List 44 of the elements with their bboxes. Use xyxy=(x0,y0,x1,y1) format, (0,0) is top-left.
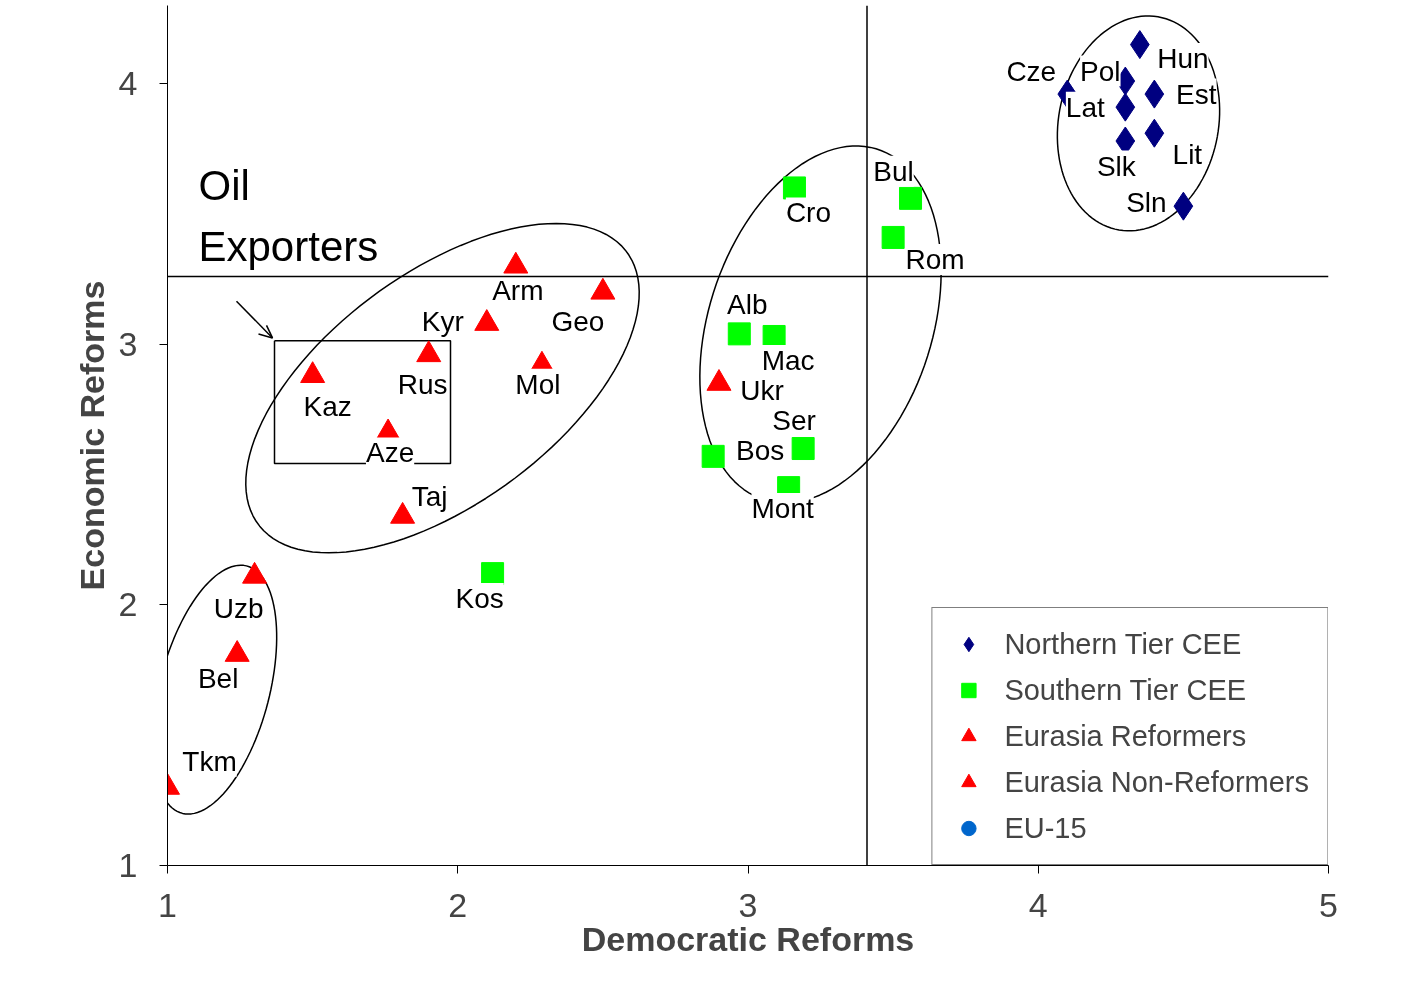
annotation: Slk xyxy=(1096,150,1137,182)
x-tick-label: 2 xyxy=(448,885,468,924)
annotation: Mont xyxy=(751,493,814,525)
annotation: Cze xyxy=(1006,55,1057,87)
y-axis-title: Economic Reforms xyxy=(72,280,111,591)
y-tick-label: 2 xyxy=(118,585,138,624)
y-tick-label: 1 xyxy=(118,846,138,884)
annotation: Geo xyxy=(551,305,605,337)
annotation: Est xyxy=(1176,78,1217,110)
annotation: Kos xyxy=(455,583,504,615)
annotation: Lat xyxy=(1065,91,1106,123)
annotation: Lit xyxy=(1172,138,1203,170)
annotation: Hun xyxy=(1157,43,1209,75)
annotation: Rus xyxy=(397,369,448,401)
annotation: Kyr xyxy=(421,305,464,337)
annotation: Ukr xyxy=(740,374,784,406)
annotation: Aze xyxy=(365,437,415,469)
legend-label: Southern Tier CEE xyxy=(1004,673,1247,707)
annotation: Cro xyxy=(785,197,832,229)
annotation: Bul xyxy=(873,155,914,187)
legend-label: Eurasia Non-Reformers xyxy=(1004,765,1309,799)
x-tick-label: 4 xyxy=(1028,885,1048,924)
y-tick-label: 4 xyxy=(118,64,138,103)
y-tick-label: 3 xyxy=(118,324,138,363)
annotation: Tkm xyxy=(182,745,237,777)
annotation: Sln xyxy=(1126,186,1167,218)
legend-label: Eurasia Reformers xyxy=(1004,719,1247,753)
legend-label: EU-15 xyxy=(1004,811,1087,845)
annotation: Rom xyxy=(905,243,965,275)
annotation: Mol xyxy=(515,368,561,400)
legend-label: Northern Tier CEE xyxy=(1004,627,1242,661)
annotation: Bel xyxy=(197,662,239,694)
annotation: Ser xyxy=(772,405,816,437)
annotation: Kaz xyxy=(303,391,352,423)
x-tick-label: 1 xyxy=(158,885,177,924)
annotation: Uzb xyxy=(213,592,264,624)
annotation: Bos xyxy=(736,434,785,466)
x-tick-label: 5 xyxy=(1319,885,1338,924)
annotation: Arm xyxy=(492,274,544,306)
annotation: Taj xyxy=(411,480,448,512)
annotation: Oil Exporters xyxy=(198,162,379,271)
annotation: Mac xyxy=(761,344,815,376)
annotation: Alb xyxy=(727,289,768,321)
annotation: Pol xyxy=(1080,55,1121,87)
